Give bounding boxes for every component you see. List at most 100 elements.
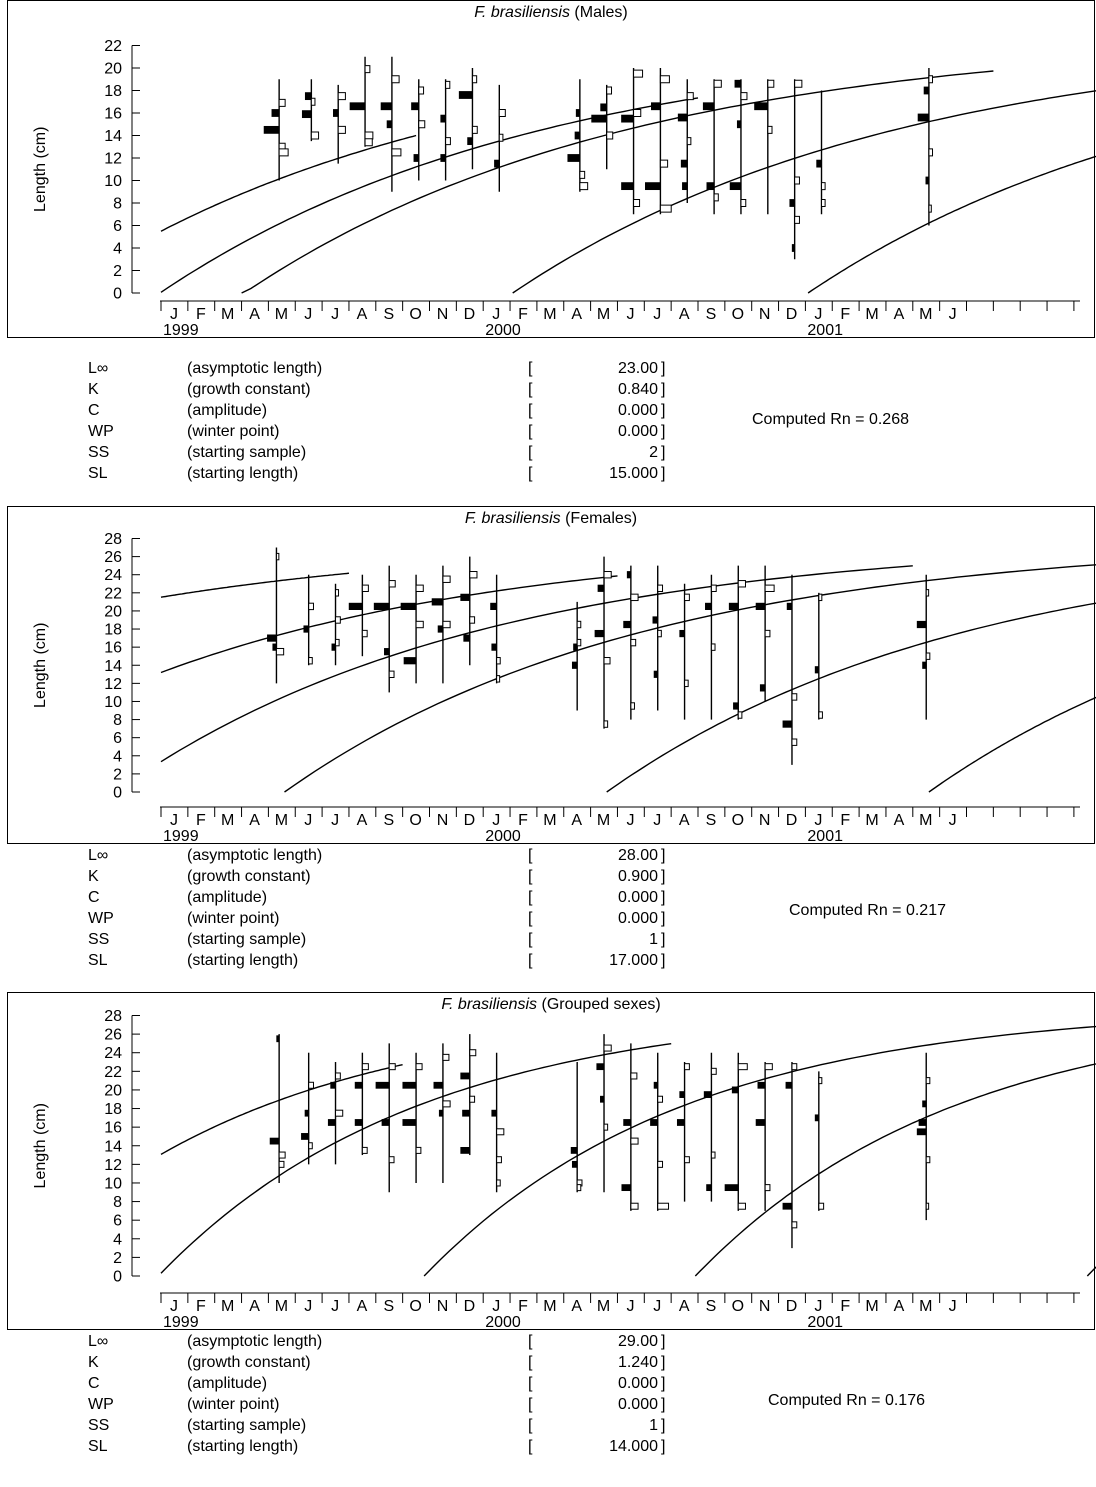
negative-frequency-bar xyxy=(391,75,400,84)
param-value: 0.000 xyxy=(617,910,658,927)
y-tick-label: 28 xyxy=(104,531,122,548)
x-month-label: J xyxy=(331,1298,339,1315)
param-value: 17.000 xyxy=(609,952,658,969)
negative-frequency-bar xyxy=(633,69,644,78)
positive-frequency-bar xyxy=(433,1081,444,1089)
y-tick-label: 4 xyxy=(113,748,122,765)
negative-frequency-bar xyxy=(308,1142,313,1150)
x-month-label: J xyxy=(492,306,500,323)
negative-frequency-bar xyxy=(361,584,369,592)
open-bracket: [ xyxy=(528,465,533,482)
positive-frequency-bar xyxy=(917,113,930,122)
open-bracket: [ xyxy=(528,1375,533,1392)
x-month-label: A xyxy=(357,812,368,829)
growth-curve xyxy=(423,1025,1096,1277)
close-bracket: ] xyxy=(661,847,666,864)
positive-frequency-bar xyxy=(375,1081,390,1089)
close-bracket: ] xyxy=(661,1354,666,1371)
negative-frequency-bar xyxy=(579,182,589,191)
x-month-label: N xyxy=(437,306,449,323)
positive-frequency-bar xyxy=(301,110,312,119)
positive-frequency-bar xyxy=(354,1081,363,1089)
negative-frequency-bar xyxy=(767,79,775,88)
negative-frequency-bar xyxy=(496,675,501,683)
param-description: (amplitude) xyxy=(187,1375,268,1392)
negative-frequency-bar xyxy=(603,720,609,728)
x-month-label: A xyxy=(894,812,905,829)
param-row: WP (winter point) [0.000] xyxy=(0,908,700,929)
negative-frequency-bar xyxy=(659,204,672,213)
negative-frequency-bar xyxy=(445,137,451,146)
x-month-label: F xyxy=(840,1298,850,1315)
x-month-label: J xyxy=(626,306,634,323)
negative-frequency-bar xyxy=(925,1202,930,1210)
positive-frequency-bar xyxy=(403,657,417,665)
negative-frequency-bar xyxy=(278,148,289,157)
positive-frequency-bar xyxy=(596,1063,605,1071)
positive-frequency-bar xyxy=(621,182,634,191)
x-month-label: M xyxy=(865,306,878,323)
param-row: WP (winter point) [0.000] xyxy=(0,421,700,442)
positive-frequency-bar xyxy=(591,114,608,123)
x-month-label: J xyxy=(170,306,178,323)
x-month-label: N xyxy=(759,1298,771,1315)
negative-frequency-bar xyxy=(764,1063,773,1071)
param-symbol: SL xyxy=(88,952,108,969)
x-month-label: F xyxy=(840,306,850,323)
x-year-label: 2001 xyxy=(807,828,843,845)
open-bracket: [ xyxy=(528,952,533,969)
y-tick-label: 12 xyxy=(104,1157,122,1174)
y-tick-label: 16 xyxy=(104,640,122,657)
negative-frequency-bar xyxy=(498,133,504,142)
growth-curve xyxy=(160,1064,403,1156)
negative-frequency-bar xyxy=(657,1160,664,1168)
x-month-label: A xyxy=(571,812,582,829)
positive-frequency-bar xyxy=(789,199,796,207)
negative-frequency-bar xyxy=(335,638,340,647)
x-month-label: M xyxy=(597,812,610,829)
open-bracket: [ xyxy=(528,1417,533,1434)
positive-frequency-bar xyxy=(734,79,742,88)
x-month-label: D xyxy=(786,306,798,323)
positive-frequency-bar xyxy=(574,131,581,140)
x-month-label: A xyxy=(894,306,905,323)
x-month-label: S xyxy=(706,1298,717,1315)
x-month-label: F xyxy=(840,812,850,829)
x-year-label: 1999 xyxy=(163,828,199,845)
positive-frequency-bar xyxy=(729,182,742,191)
negative-frequency-bar xyxy=(767,125,773,134)
y-tick-label: 2 xyxy=(113,263,122,280)
negative-frequency-bar xyxy=(794,79,803,88)
x-month-label: J xyxy=(492,812,500,829)
y-tick-label: 14 xyxy=(104,658,122,675)
y-tick-label: 6 xyxy=(113,218,122,235)
x-month-label: F xyxy=(518,306,528,323)
x-month-label: J xyxy=(814,1298,822,1315)
param-value: 23.00 xyxy=(617,360,658,377)
negative-frequency-bar xyxy=(818,1202,825,1210)
negative-frequency-bar xyxy=(791,738,798,746)
x-month-label: S xyxy=(706,306,717,323)
negative-frequency-bar xyxy=(657,629,662,638)
param-symbol: L∞ xyxy=(88,360,109,377)
x-year-label: 2001 xyxy=(807,1314,843,1331)
y-tick-label: 20 xyxy=(104,1082,122,1099)
positive-frequency-bar xyxy=(600,1095,605,1103)
negative-frequency-bar xyxy=(657,1095,664,1103)
negative-frequency-bar xyxy=(415,584,424,592)
param-description: (amplitude) xyxy=(187,889,268,906)
negative-frequency-bar xyxy=(415,1146,422,1154)
negative-frequency-bar xyxy=(740,92,748,101)
x-month-label: D xyxy=(464,306,476,323)
positive-frequency-bar xyxy=(925,176,930,185)
negative-frequency-bar xyxy=(310,97,316,106)
x-month-label: S xyxy=(706,812,717,829)
x-year-label: 2000 xyxy=(485,322,521,339)
positive-frequency-bar xyxy=(597,584,605,592)
negative-frequency-bar xyxy=(310,131,320,140)
positive-frequency-bar xyxy=(467,137,473,146)
chart-title: F. brasiliensis (Grouped sexes) xyxy=(441,996,661,1013)
positive-frequency-bar xyxy=(272,643,277,651)
param-row: K (growth constant) [0.840] xyxy=(0,379,700,400)
x-month-label: M xyxy=(221,1298,234,1315)
